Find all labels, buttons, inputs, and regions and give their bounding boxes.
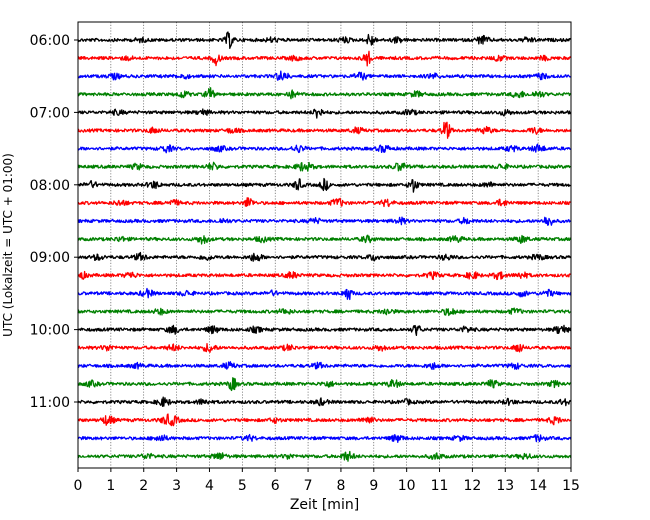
trace-line xyxy=(77,324,572,337)
x-tick-label: 2 xyxy=(139,478,148,494)
x-tick-label: 13 xyxy=(496,478,514,494)
x-tick-label: 11 xyxy=(431,478,449,494)
x-axis-label: Zeit [min] xyxy=(290,497,359,513)
x-tick-label: 1 xyxy=(106,478,115,494)
trace-line xyxy=(77,433,572,443)
trace-line xyxy=(77,450,572,462)
trace-line xyxy=(77,121,572,139)
y-tick-label: 10:00 xyxy=(30,323,70,339)
trace-line xyxy=(77,270,572,281)
axis-ticks: 0 1 2 3 4 5 6 7 8 9 10 11 12 13 14 1506:0007:0008:0009:… xyxy=(30,33,580,494)
trace-line xyxy=(77,161,572,172)
trace-line xyxy=(77,361,571,371)
x-tick-label: 14 xyxy=(529,478,547,494)
x-tick-label: 15 xyxy=(562,478,580,494)
trace-line xyxy=(77,70,571,81)
trace-line xyxy=(77,413,571,427)
x-tick-label: 4 xyxy=(205,478,214,494)
trace-line xyxy=(77,216,572,226)
x-tick-label: 6 xyxy=(271,478,280,494)
trace-line xyxy=(77,396,572,408)
y-tick-label: 07:00 xyxy=(30,105,70,121)
trace-line xyxy=(77,87,572,100)
seismic-traces xyxy=(77,31,572,462)
trace-line xyxy=(77,377,572,392)
plot-frame xyxy=(77,21,572,469)
trace-line xyxy=(77,234,572,245)
trace-line xyxy=(77,287,572,301)
trace-line xyxy=(77,197,571,208)
y-tick-label: 06:00 xyxy=(30,33,70,49)
x-tick-label: 5 xyxy=(238,478,247,494)
trace-line xyxy=(77,143,571,154)
x-tick-label: 3 xyxy=(172,478,181,494)
x-tick-label: 7 xyxy=(304,478,313,494)
x-tick-label: 10 xyxy=(398,478,416,494)
trace-line xyxy=(77,31,572,49)
x-tick-label: 9 xyxy=(369,478,378,494)
y-axis-label: UTC (Lokalzeit = UTC + 01:00) xyxy=(1,153,15,337)
y-tick-label: 09:00 xyxy=(30,250,70,266)
trace-line xyxy=(77,307,571,317)
trace-line xyxy=(77,177,571,193)
x-tick-label: 8 xyxy=(336,478,345,494)
x-tick-label: 0 xyxy=(74,478,83,494)
trace-line xyxy=(77,108,572,119)
trace-line xyxy=(77,343,571,353)
y-tick-label: 11:00 xyxy=(30,395,70,411)
trace-line xyxy=(77,251,572,262)
y-tick-label: 08:00 xyxy=(30,178,70,194)
x-tick-label: 12 xyxy=(463,478,481,494)
trace-line xyxy=(77,50,572,67)
